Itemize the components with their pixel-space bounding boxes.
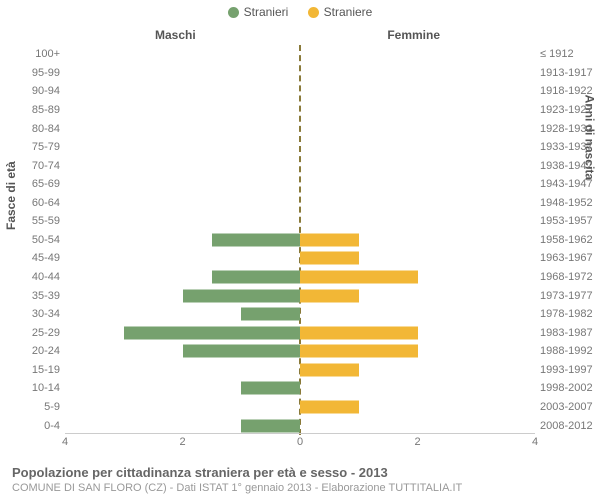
birth-label: 1938-1942 (540, 160, 600, 172)
age-label: 10-14 (10, 382, 60, 394)
age-label: 25-29 (10, 327, 60, 339)
bar-male (124, 326, 300, 339)
chart-row: 100+≤ 1912 (65, 45, 535, 64)
birth-label: 1963-1967 (540, 252, 600, 264)
age-label: 35-39 (10, 290, 60, 302)
chart-row: 95-991913-1917 (65, 64, 535, 83)
chart-row: 35-391973-1977 (65, 286, 535, 305)
chart-row: 20-241988-1992 (65, 342, 535, 361)
age-label: 5-9 (10, 401, 60, 413)
legend-swatch-male (228, 7, 239, 18)
x-tick: 2 (179, 436, 185, 448)
plot-area: 100+≤ 191295-991913-191790-941918-192285… (65, 45, 535, 435)
birth-label: 1928-1932 (540, 123, 600, 135)
age-label: 70-74 (10, 160, 60, 172)
age-label: 45-49 (10, 252, 60, 264)
chart-subtitle: COMUNE DI SAN FLORO (CZ) - Dati ISTAT 1°… (12, 482, 462, 494)
birth-label: 1918-1922 (540, 85, 600, 97)
birth-label: 1993-1997 (540, 364, 600, 376)
legend-label-female: Straniere (324, 5, 373, 19)
chart-row: 10-141998-2002 (65, 379, 535, 398)
bar-male (183, 345, 301, 358)
birth-label: 1988-1992 (540, 345, 600, 357)
birth-label: 2008-2012 (540, 420, 600, 432)
chart-row: 75-791933-1937 (65, 138, 535, 157)
bar-female (300, 252, 359, 265)
birth-label: 1983-1987 (540, 327, 600, 339)
chart-row: 50-541958-1962 (65, 231, 535, 250)
age-label: 90-94 (10, 85, 60, 97)
x-tick: 0 (297, 436, 303, 448)
chart-row: 15-191993-1997 (65, 361, 535, 380)
age-label: 0-4 (10, 420, 60, 432)
age-label: 80-84 (10, 123, 60, 135)
bar-male (241, 419, 300, 432)
birth-label: 1953-1957 (540, 215, 600, 227)
age-label: 55-59 (10, 215, 60, 227)
chart-row: 65-691943-1947 (65, 175, 535, 194)
bar-male (212, 233, 300, 246)
birth-label: 1948-1952 (540, 197, 600, 209)
x-tick: 4 (62, 436, 68, 448)
legend-item-male: Stranieri (228, 5, 289, 19)
age-label: 40-44 (10, 271, 60, 283)
x-tick: 4 (532, 436, 538, 448)
chart-row: 80-841928-1932 (65, 119, 535, 138)
x-axis: 4 2 0 2 4 (65, 433, 535, 450)
age-label: 85-89 (10, 104, 60, 116)
age-label: 50-54 (10, 234, 60, 246)
bar-female (300, 345, 418, 358)
footer: Popolazione per cittadinanza straniera p… (12, 465, 462, 494)
bar-female (300, 400, 359, 413)
age-label: 60-64 (10, 197, 60, 209)
birth-label: 1978-1982 (540, 308, 600, 320)
age-label: 15-19 (10, 364, 60, 376)
birth-label: 1933-1937 (540, 141, 600, 153)
x-tick: 2 (414, 436, 420, 448)
birth-label: 1923-1927 (540, 104, 600, 116)
age-label: 75-79 (10, 141, 60, 153)
age-label: 100+ (10, 48, 60, 60)
chart-row: 45-491963-1967 (65, 249, 535, 268)
legend-label-male: Stranieri (244, 5, 289, 19)
chart-row: 85-891923-1927 (65, 101, 535, 120)
chart-row: 5-92003-2007 (65, 398, 535, 417)
age-label: 95-99 (10, 67, 60, 79)
pyramid-chart: Stranieri Straniere Maschi Femmine Fasce… (0, 0, 600, 500)
age-label: 20-24 (10, 345, 60, 357)
chart-title: Popolazione per cittadinanza straniera p… (12, 465, 462, 480)
bar-female (300, 326, 418, 339)
chart-row: 30-341978-1982 (65, 305, 535, 324)
chart-row: 60-641948-1952 (65, 194, 535, 213)
bar-female (300, 271, 418, 284)
birth-label: 1998-2002 (540, 382, 600, 394)
chart-row: 70-741938-1942 (65, 156, 535, 175)
bar-male (241, 382, 300, 395)
bar-female (300, 289, 359, 302)
chart-row: 55-591953-1957 (65, 212, 535, 231)
birth-label: 2003-2007 (540, 401, 600, 413)
birth-label: 1913-1917 (540, 67, 600, 79)
legend: Stranieri Straniere (0, 5, 600, 21)
bar-male (241, 308, 300, 321)
chart-row: 90-941918-1922 (65, 82, 535, 101)
birth-label: 1973-1977 (540, 290, 600, 302)
birth-label: 1958-1962 (540, 234, 600, 246)
section-title-left: Maschi (155, 28, 196, 42)
birth-label: 1968-1972 (540, 271, 600, 283)
birth-label: 1943-1947 (540, 178, 600, 190)
section-title-right: Femmine (387, 28, 440, 42)
legend-swatch-female (308, 7, 319, 18)
bar-female (300, 233, 359, 246)
bar-male (183, 289, 301, 302)
chart-row: 40-441968-1972 (65, 268, 535, 287)
age-label: 30-34 (10, 308, 60, 320)
bar-male (212, 271, 300, 284)
age-label: 65-69 (10, 178, 60, 190)
legend-item-female: Straniere (308, 5, 373, 19)
birth-label: ≤ 1912 (540, 48, 600, 60)
bar-female (300, 363, 359, 376)
chart-row: 25-291983-1987 (65, 323, 535, 342)
